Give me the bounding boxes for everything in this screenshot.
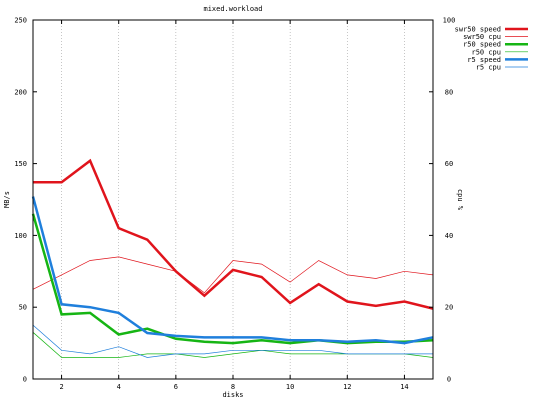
legend-label-r50-speed: r50 speed [463, 41, 501, 49]
y2-tick-label-60: 60 [445, 160, 453, 168]
x-tick-label-12: 12 [343, 383, 351, 391]
series-line-swr50-speed [33, 158, 434, 310]
y2-tick-label-40: 40 [445, 232, 453, 240]
y2-tick-label-20: 20 [445, 304, 453, 312]
legend-label-r5-cpu: r5 cpu [476, 64, 501, 72]
y-tick-label-0: 0 [23, 376, 27, 384]
x-tick-label-8: 8 [231, 383, 235, 391]
x-tick-label-2: 2 [59, 383, 63, 391]
y2-tick-label-100: 100 [443, 17, 456, 25]
chart-title: mixed.workload [203, 5, 262, 13]
y-tick-label-100: 100 [14, 232, 27, 240]
series-line-swr50-cpu [32, 256, 434, 294]
legend-label-swr50-speed: swr50 speed [455, 26, 501, 34]
axis-ticks: 2 4 6 8 10 12 14 0 50 100 150 200 250 0 20 40 60 80 100 [14, 17, 455, 392]
legend-label-r5-speed: r5 speed [467, 56, 501, 64]
x-tick-label-6: 6 [174, 383, 178, 391]
y2-tick-label-80: 80 [445, 88, 453, 96]
y-tick-label-150: 150 [14, 160, 27, 168]
series-line-r5-cpu [32, 324, 433, 358]
x-axis-label: disks [222, 391, 243, 399]
series-lines [31, 158, 434, 358]
y-tick-label-50: 50 [19, 304, 27, 312]
legend-label-r50-cpu: r50 cpu [471, 48, 501, 56]
x-tick-label-4: 4 [117, 383, 121, 391]
series-line-r5-speed [31, 196, 434, 345]
x-tick-label-10: 10 [286, 383, 294, 391]
y2-tick-label-0: 0 [447, 376, 451, 384]
series-line-r50-speed [31, 213, 434, 345]
y-tick-label-250: 250 [14, 17, 27, 25]
legend-label-swr50-cpu: swr50 cpu [463, 33, 501, 41]
y-axis-label: MB/s [3, 191, 11, 208]
y-tick-label-200: 200 [14, 88, 27, 96]
x-tick-label-14: 14 [400, 383, 408, 391]
y2-axis-label: cpu % [456, 189, 464, 211]
